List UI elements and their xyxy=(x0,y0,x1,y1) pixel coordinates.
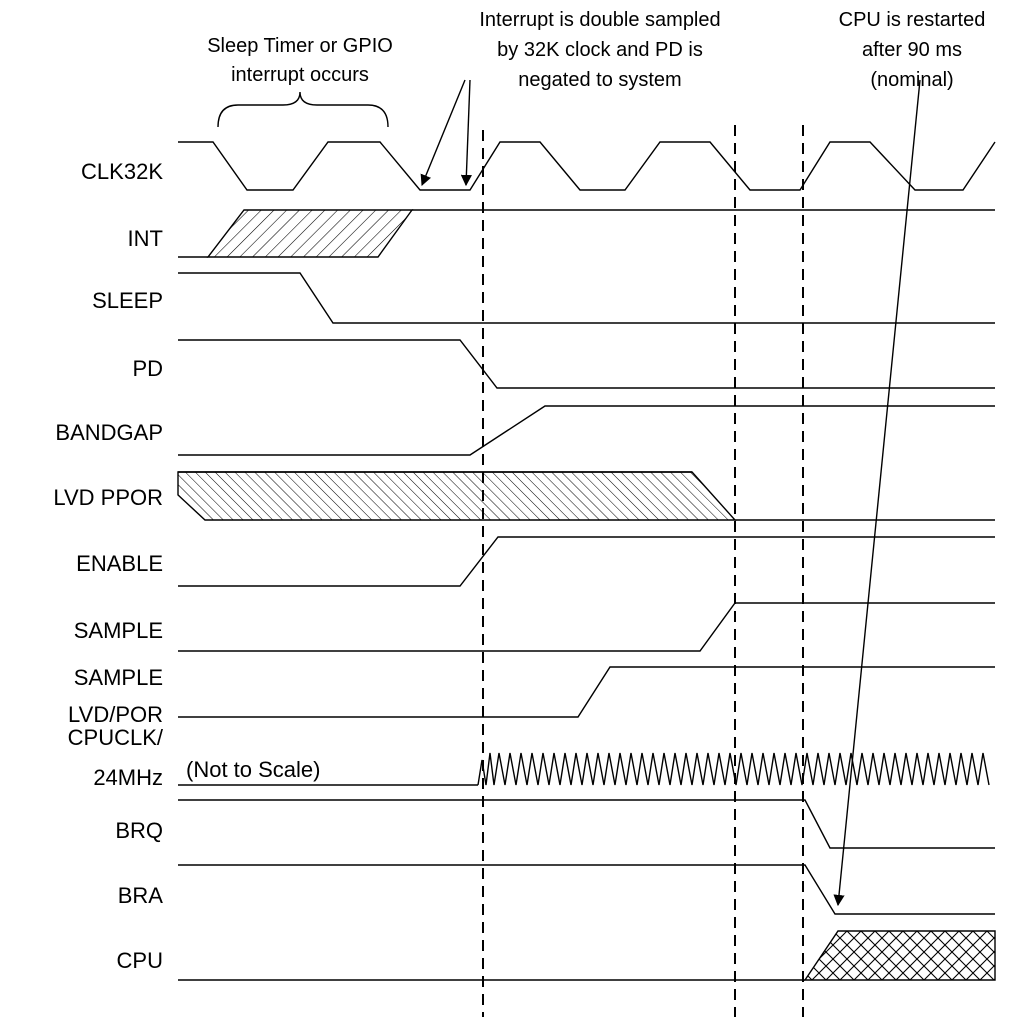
waveform-cpu-hatch xyxy=(803,930,996,981)
waveform-cpuclk-clock xyxy=(477,752,990,786)
note-sleep-timer-2: interrupt occurs xyxy=(231,64,369,86)
note-sleep-timer-1: Sleep Timer or GPIO xyxy=(207,35,393,57)
note-cpu-restart-2: after 90 ms xyxy=(862,39,962,61)
label-cpu: CPU xyxy=(117,948,163,973)
label-enable: ENABLE xyxy=(76,551,163,576)
waveform-bandgap xyxy=(178,405,995,456)
label-sample: SAMPLE xyxy=(74,618,163,643)
interrupt-brace xyxy=(217,91,389,128)
waveform-int-hatch xyxy=(206,209,414,258)
label-int: INT xyxy=(128,226,163,251)
waveform-enable xyxy=(178,536,995,587)
arrow-double-sample-2 xyxy=(460,79,472,187)
note-not-to-scale: (Not to Scale) xyxy=(186,757,321,782)
label-bandgap: BANDGAP xyxy=(55,420,163,445)
note-cpu-restart-1: CPU is restarted xyxy=(839,9,986,31)
label-cpuclk-1: CPUCLK/ xyxy=(68,725,164,750)
waveform-pd xyxy=(178,339,995,389)
label-brq: BRQ xyxy=(115,818,163,843)
arrow-cpu-restart xyxy=(833,79,921,907)
note-double-sampled-3: negated to system xyxy=(518,69,681,91)
label-bra: BRA xyxy=(118,883,164,908)
waveform-bra xyxy=(178,864,995,915)
waveform-brq xyxy=(178,799,995,849)
note-double-sampled-1: Interrupt is double sampled xyxy=(479,9,720,31)
waveform-sample-lvd-por xyxy=(178,666,995,718)
label-pd: PD xyxy=(132,356,163,381)
waveform-sleep xyxy=(178,272,995,324)
note-cpu-restart-3: (nominal) xyxy=(870,69,953,91)
arrow-double-sample-1 xyxy=(420,79,466,187)
label-cpuclk-2: 24MHz xyxy=(93,765,163,790)
label-clk32k: CLK32K xyxy=(81,159,163,184)
waveform-clk32k xyxy=(178,141,996,191)
note-double-sampled-2: by 32K clock and PD is xyxy=(497,39,703,61)
label-sleep: SLEEP xyxy=(92,288,163,313)
waveform-sample xyxy=(178,602,995,652)
label-lvd-ppor: LVD PPOR xyxy=(53,485,163,510)
label-sample-lvd-por-2: LVD/POR xyxy=(68,702,163,727)
waveform-lvd-ppor-hatch xyxy=(177,471,737,521)
label-sample-lvd-por-1: SAMPLE xyxy=(74,665,163,690)
